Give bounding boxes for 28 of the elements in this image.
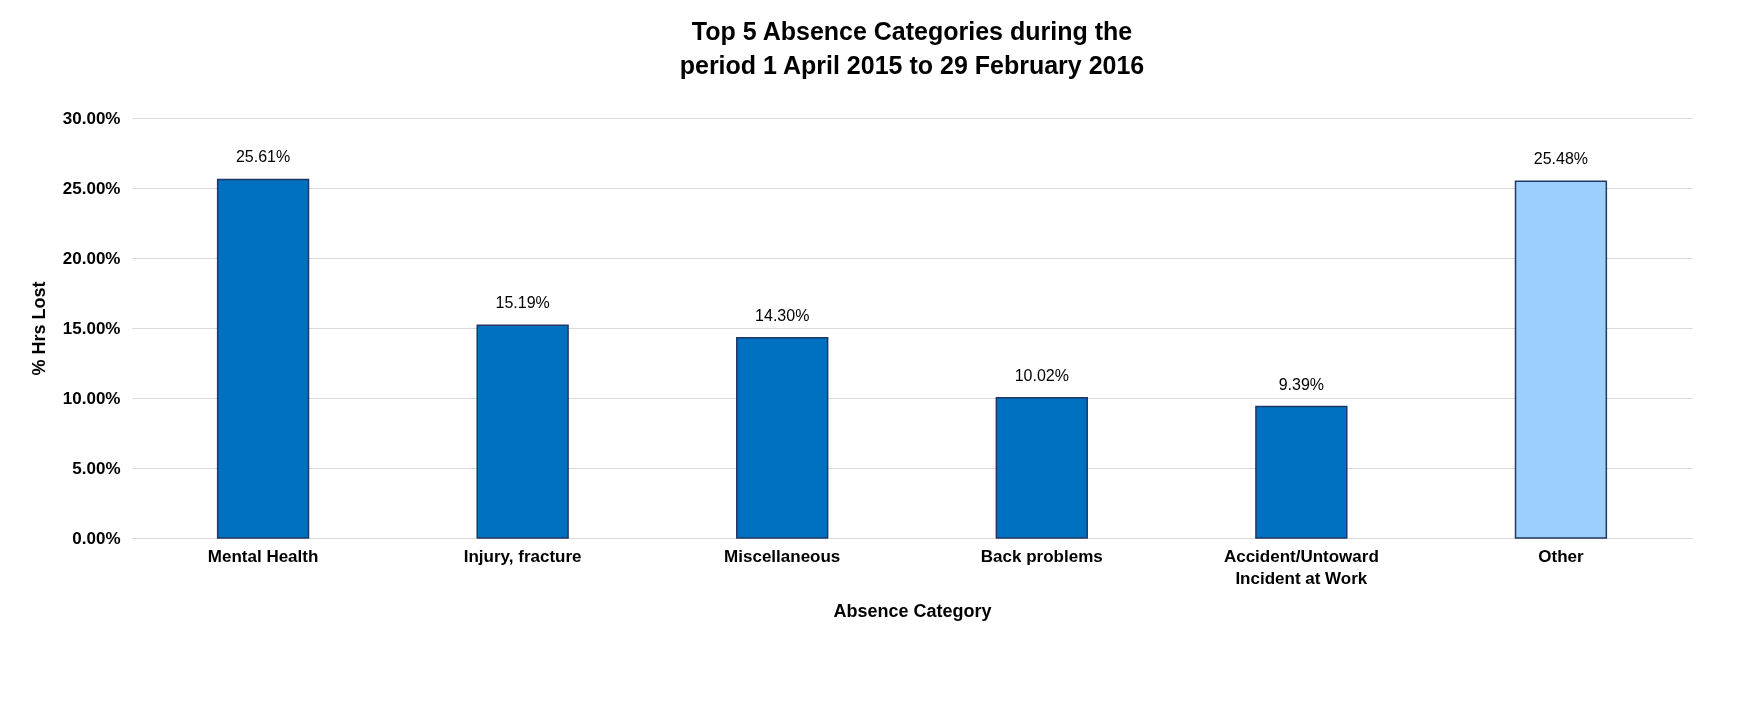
y-tick-label: 10.00%	[62, 388, 121, 408]
y-tick-label: 20.00%	[62, 248, 121, 268]
x-tick-label: Miscellaneous	[724, 546, 841, 566]
y-tick-label: 5.00%	[72, 458, 121, 478]
bar	[995, 396, 1088, 539]
data-label: 25.61%	[235, 148, 291, 166]
x-tick-label: Mental Health	[207, 546, 319, 566]
x-tick-label: Accident/Untoward Incident at Work	[1223, 546, 1379, 588]
bar	[476, 324, 569, 539]
x-axis-title: Absence Category	[833, 600, 992, 621]
bar	[1514, 180, 1608, 539]
data-label: 15.19%	[495, 294, 550, 312]
y-axis-title: % Hrs Lost	[28, 281, 49, 376]
x-tick-label: Injury, fracture	[463, 546, 582, 566]
data-label: 10.02%	[1014, 366, 1069, 384]
x-tick-label: Other	[1538, 546, 1584, 566]
y-tick-label: 0.00%	[72, 528, 121, 548]
bar	[1255, 405, 1348, 539]
data-label: 25.48%	[1533, 150, 1589, 168]
data-label: 14.30%	[755, 306, 810, 324]
chart-title: Top 5 Absence Categories during the period 1 April 2015 to 29 February 2016	[679, 17, 1145, 79]
y-tick-label: 30.00%	[62, 108, 121, 128]
data-label: 9.39%	[1278, 375, 1325, 393]
y-tick-label: 15.00%	[62, 318, 121, 338]
x-tick-label: Back problems	[980, 546, 1103, 566]
y-tick-label: 25.00%	[62, 178, 121, 198]
bar	[736, 337, 829, 539]
bar	[216, 178, 310, 539]
